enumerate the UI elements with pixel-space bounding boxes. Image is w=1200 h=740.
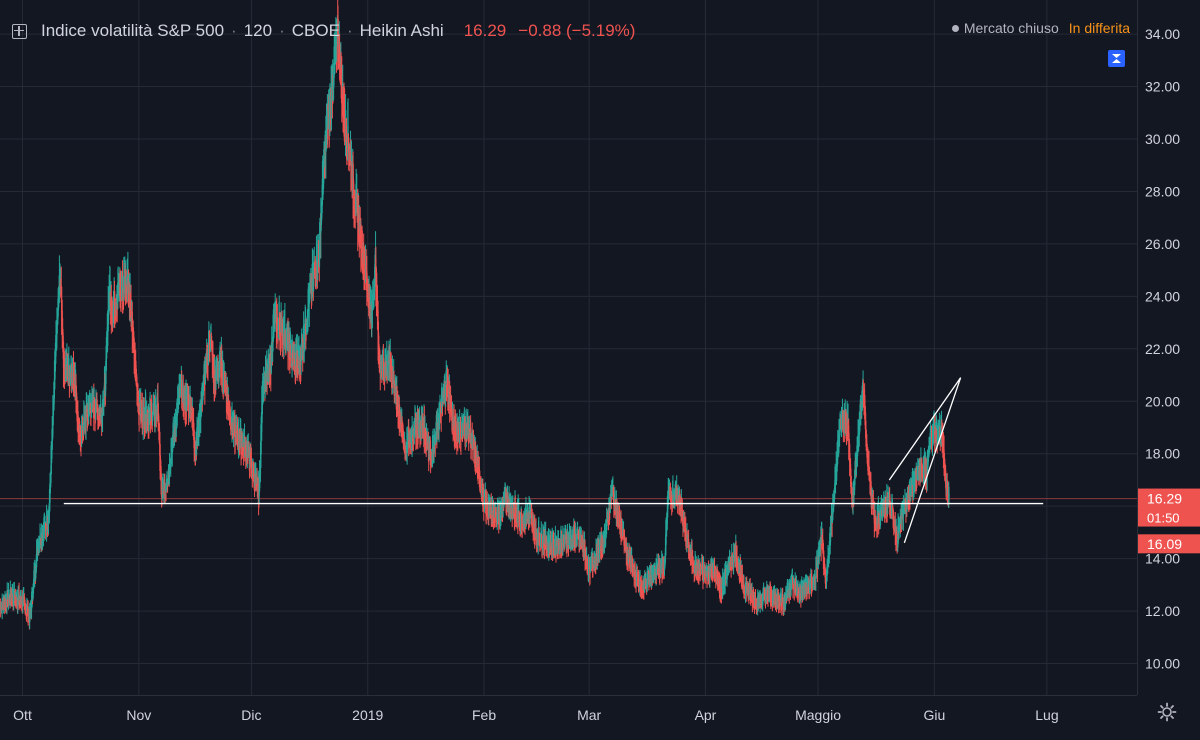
candle-body <box>18 595 20 597</box>
candle-body <box>177 400 180 402</box>
candle-body <box>366 275 368 288</box>
candle-body <box>288 341 290 345</box>
candle-body <box>27 610 29 613</box>
candle-body <box>259 477 261 484</box>
candle-body <box>388 355 390 363</box>
candle-body <box>54 355 56 372</box>
candle-body <box>399 414 401 421</box>
candle-body <box>148 420 150 422</box>
candle-body <box>330 99 333 101</box>
candle-body <box>52 416 54 434</box>
candle-body <box>276 317 278 320</box>
candle-body <box>182 388 184 396</box>
candle-body <box>231 421 233 424</box>
candle-body <box>371 308 374 310</box>
candle-body <box>389 359 392 365</box>
candle-body <box>135 368 137 379</box>
candle-body <box>434 442 436 445</box>
candle-body <box>338 43 341 57</box>
candles <box>0 0 950 630</box>
candle-body <box>329 108 331 112</box>
candle-body <box>37 549 39 551</box>
grid <box>0 0 1137 695</box>
candle-body <box>303 343 305 345</box>
candle-body <box>445 383 448 385</box>
candle-body <box>49 481 51 494</box>
candle-body <box>225 385 227 387</box>
candle-body <box>170 466 172 468</box>
candle-body <box>131 312 133 327</box>
candle-body <box>296 359 298 361</box>
candle-body <box>98 414 100 416</box>
candle-body <box>15 596 17 598</box>
candle-body <box>355 200 357 209</box>
candle-body <box>50 452 52 475</box>
candle-body <box>261 413 263 433</box>
candle-body <box>339 50 341 71</box>
candle-body <box>440 412 442 414</box>
candle-body <box>284 335 287 342</box>
candle-body <box>151 410 153 415</box>
candle-body <box>85 420 87 422</box>
candle-body <box>67 367 69 370</box>
candle-body <box>415 428 417 431</box>
candle-body <box>86 414 89 416</box>
candle-body <box>240 434 242 445</box>
candle-body <box>344 113 346 130</box>
candle-body <box>257 482 259 489</box>
